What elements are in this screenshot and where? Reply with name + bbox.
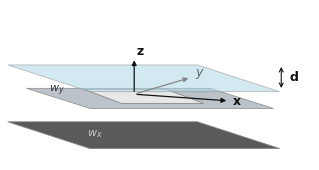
Polygon shape bbox=[8, 122, 280, 149]
Polygon shape bbox=[27, 88, 273, 108]
Text: x: x bbox=[233, 95, 241, 108]
Polygon shape bbox=[84, 89, 204, 103]
Polygon shape bbox=[8, 65, 280, 92]
Text: d: d bbox=[289, 71, 298, 84]
Text: $w_x$: $w_x$ bbox=[87, 128, 102, 140]
Text: $w_y$: $w_y$ bbox=[49, 84, 65, 98]
Text: z: z bbox=[137, 45, 144, 58]
Text: y: y bbox=[195, 66, 203, 79]
